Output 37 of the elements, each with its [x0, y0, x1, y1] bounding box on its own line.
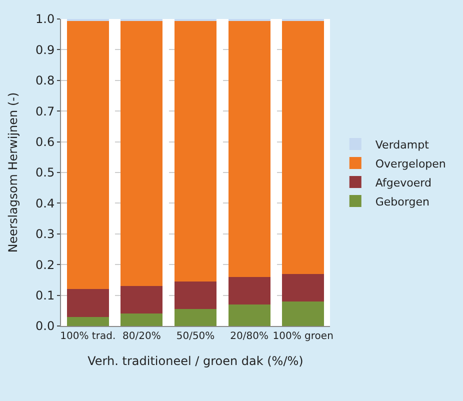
- x-tick-label: 50/50%: [176, 331, 215, 342]
- legend-label: Geborgen: [375, 195, 430, 208]
- y-tick-label: 0.2: [36, 258, 55, 272]
- legend-label: Verdampt: [375, 138, 430, 152]
- bar: [120, 20, 163, 286]
- y-tick-label: 0.0: [36, 319, 55, 334]
- x-tick-label: 100% trad.: [60, 331, 116, 342]
- bar: [174, 20, 216, 282]
- bar: [174, 309, 216, 326]
- bar: [228, 20, 270, 277]
- x-axis-title: Verh. traditioneel / groen dak (%/%): [88, 354, 304, 368]
- bar: [282, 301, 324, 326]
- x-tick-label: 20/80%: [230, 331, 268, 342]
- x-tick-label: 100% groen: [272, 331, 334, 342]
- legend-label: Overgelopen: [375, 157, 446, 170]
- bar: [282, 20, 324, 274]
- bar: [282, 274, 324, 302]
- y-tick-label: 0.6: [36, 135, 55, 149]
- bar: [66, 20, 109, 290]
- legend-label: Afgevoerd: [375, 176, 432, 190]
- y-tick-label: 1.0: [36, 12, 55, 26]
- y-axis-title: Neerslagsom Herwijnen (-): [6, 92, 20, 253]
- bar: [120, 286, 163, 314]
- y-tick-label: 0.4: [36, 196, 55, 210]
- bar: [174, 281, 216, 310]
- bar: [66, 289, 109, 317]
- y-tick-label: 0.5: [36, 166, 55, 180]
- y-tick-label: 0.3: [36, 227, 55, 242]
- y-tick-label: 0.8: [36, 74, 55, 88]
- x-tick-label: 80/20%: [122, 331, 161, 342]
- y-tick-label: 0.7: [36, 104, 55, 118]
- bar: [120, 314, 163, 326]
- y-tick-label: 0.9: [36, 42, 55, 57]
- bar: [228, 276, 270, 305]
- bar: [228, 304, 270, 326]
- y-tick-label: 0.1: [36, 288, 55, 302]
- bar: [66, 316, 109, 326]
